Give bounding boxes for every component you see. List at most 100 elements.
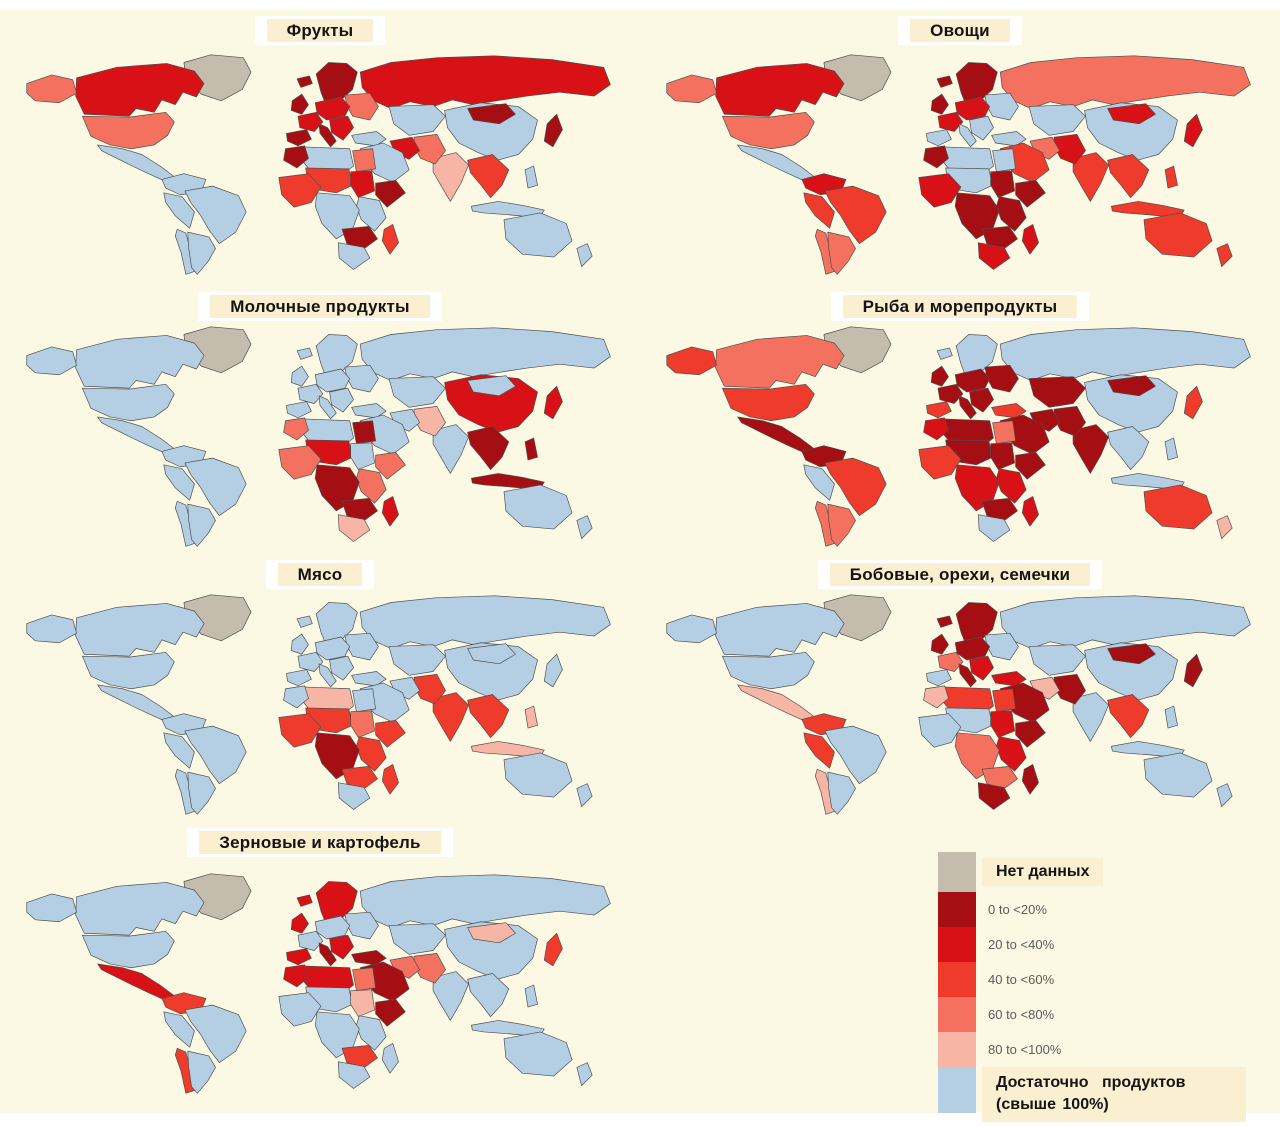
region-west-africa [278,444,322,480]
map-title-fruits: Фрукты [266,19,374,42]
region-uk-ireland [290,93,309,115]
region-iberia [926,128,952,146]
region-balkans [969,115,994,140]
region-horn-of-africa [375,999,406,1027]
maps-canvas: Фрукты [0,10,1280,1122]
region-mexico [737,144,816,183]
region-japan [1183,385,1203,419]
region-alaska [26,346,77,375]
region-argentina [827,231,856,275]
region-italy [958,394,977,419]
region-italy [958,122,977,147]
region-uk-ireland [930,633,949,655]
region-egypt [352,147,376,172]
region-morocco [923,685,949,708]
map-title-strip: Мясо [265,560,375,589]
region-turkey [991,670,1027,686]
region-peru [803,463,835,501]
region-new-zealand [1216,514,1233,539]
region-horn-of-africa [375,719,406,748]
region-scandinavia [296,601,358,647]
region-central-asia [1028,103,1086,136]
region-madagascar [381,495,399,527]
region-peru [163,463,195,501]
legend-label-sufficient: Достаточно продуктов (свыше 100%) [982,1067,1246,1122]
region-east-africa [356,195,387,232]
region-usa [721,111,815,149]
map-title-strip: Овощи [898,16,1022,45]
region-russia [999,54,1251,109]
region-sudan [990,709,1015,738]
region-east-africa [996,735,1027,772]
region-scandinavia [296,61,358,107]
legend-swatch-20-40 [938,927,976,962]
legend-row-sufficient: Достаточно продуктов (свыше 100%) [938,1067,1246,1127]
region-morocco [283,417,309,440]
legend-row-bin-20-40: 20 to <40% [938,927,1246,962]
region-chile [174,1047,195,1094]
region-mexico [97,963,176,1002]
region-argentina [187,1050,216,1094]
region-australia [503,752,573,797]
map-title-meat: Мясо [277,563,363,586]
region-southeast-asia [467,425,510,470]
legend-swatch-sufficient [938,1067,976,1113]
region-france [297,651,324,672]
region-brazil [824,185,887,244]
region-mongolia [1107,102,1156,124]
region-zambezi [341,225,378,250]
region-zambezi [981,765,1018,790]
region-russia [999,594,1251,649]
map-title-legumes-nuts-seeds: Бобовые, орехи, семечки [829,563,1091,586]
map-title-strip: Зерновые и картофель [187,828,453,857]
region-madagascar [1021,495,1039,527]
region-chile [814,768,835,815]
region-scandinavia [296,881,358,926]
world-map-svg [666,325,1251,547]
region-russia [359,54,611,109]
region-usa [81,111,175,149]
region-russia [359,594,611,649]
legend-swatch-0-20 [938,892,976,927]
region-australia [1143,484,1213,529]
region-southern-africa [977,781,1011,810]
legend-label-20-40: 20 to <40% [988,937,1055,952]
region-balkans [969,387,994,412]
region-horn-of-africa [1015,179,1046,208]
legend-label-80-100: 80 to <100% [988,1042,1062,1057]
region-madagascar [1021,763,1039,795]
region-canada [715,62,845,117]
region-sudan [350,989,375,1017]
region-west-africa [918,444,962,480]
world-map-dairy [10,321,630,554]
region-uk-ireland [290,365,309,387]
map-panel-fruits: Фрукты [0,10,640,286]
region-egypt [992,419,1016,444]
world-map-svg [26,593,611,815]
region-mongolia [467,922,516,944]
map-title-strip: Молочные продукты [198,292,442,321]
region-east-africa [996,467,1027,504]
region-canada [75,602,205,657]
world-map-svg [26,325,611,547]
region-balkans [329,115,354,140]
region-chile [174,768,195,815]
region-uk-ireland [290,912,309,934]
region-russia [999,326,1251,381]
region-southern-africa [977,513,1011,542]
region-west-africa [278,712,322,748]
map-title-strip: Фрукты [254,16,386,45]
region-mongolia [1107,642,1156,664]
map-title-grains-potatoes: Зерновые и картофель [199,831,441,854]
region-new-zealand [1216,242,1233,267]
region-chile [814,228,835,275]
region-argentina [187,231,216,275]
region-usa [721,383,815,421]
region-southeast-asia [467,153,510,198]
region-alaska [26,893,77,923]
region-southeast-asia [467,973,510,1017]
region-egypt [352,687,376,712]
region-balkans [329,655,354,680]
region-central-asia [388,103,446,136]
region-zambezi [341,765,378,790]
